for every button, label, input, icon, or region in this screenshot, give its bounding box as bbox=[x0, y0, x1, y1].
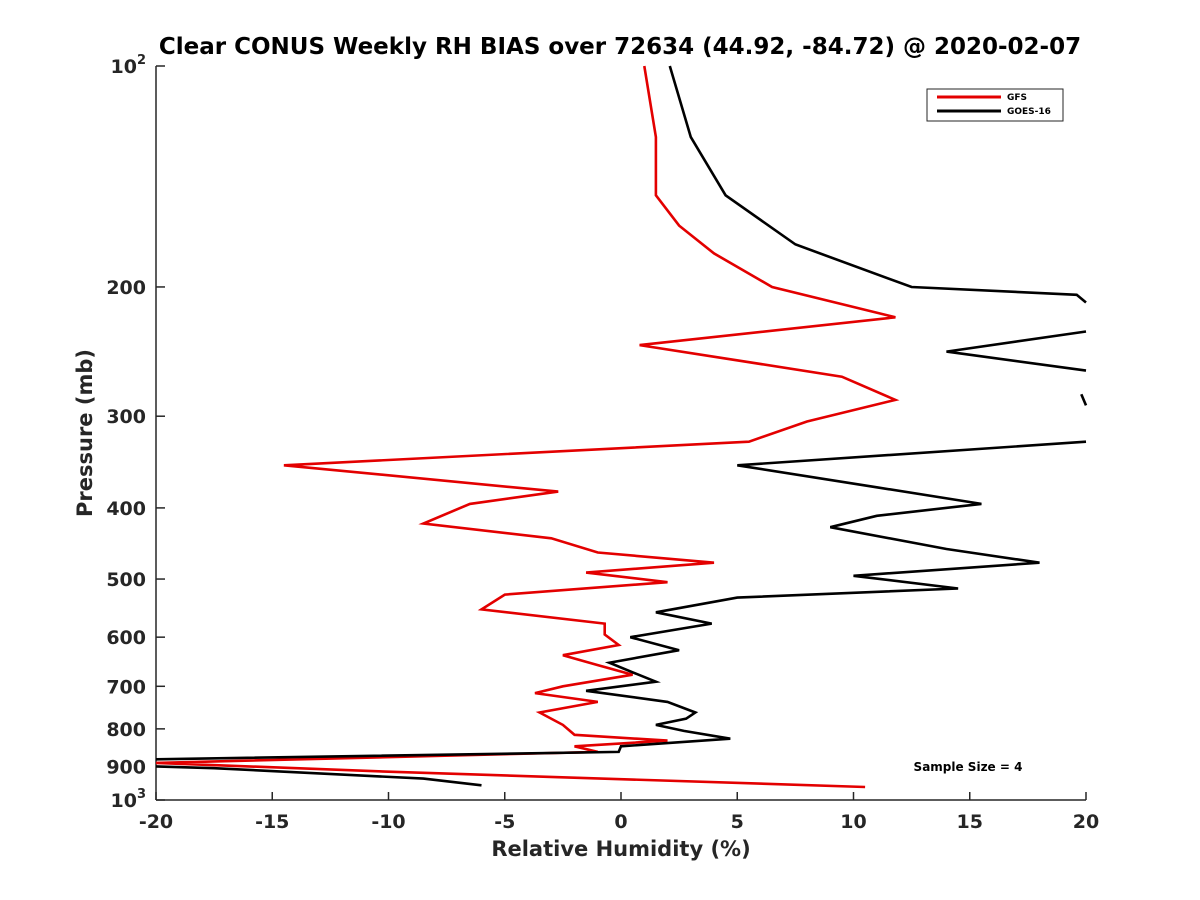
y-tick-label: 300 bbox=[106, 406, 146, 428]
y-tick-label: 700 bbox=[106, 676, 146, 698]
series-layer bbox=[155, 65, 1088, 789]
x-tick-label: 10 bbox=[840, 811, 866, 833]
y-tick-label: 102 bbox=[111, 53, 147, 78]
x-tick-label: 5 bbox=[731, 811, 744, 833]
series-line-goes16-segment-1 bbox=[668, 65, 1087, 304]
series-line-goes16-segment-2 bbox=[946, 330, 1087, 372]
y-tick-label: 900 bbox=[106, 756, 146, 778]
y-tick-label: 600 bbox=[106, 627, 146, 649]
y-tick-label-base: 10 bbox=[111, 790, 137, 812]
x-tick-label: -10 bbox=[371, 811, 405, 833]
y-tick-label: 800 bbox=[106, 719, 146, 741]
x-tick-label: 15 bbox=[957, 811, 983, 833]
legend-label-gfs: GFS bbox=[1007, 93, 1027, 103]
sample-size-annotation: Sample Size = 4 bbox=[914, 760, 1023, 774]
plot-area bbox=[155, 66, 1086, 801]
series-line-goes16-segment-4 bbox=[155, 440, 1087, 761]
y-axis-label: Pressure (mb) bbox=[73, 349, 97, 517]
x-tick-label: 0 bbox=[614, 811, 627, 833]
y-tick-label-exponent: 2 bbox=[137, 53, 146, 68]
x-ticks: -20 -15 -10 -5 0 5 10 15 20 bbox=[139, 792, 1099, 833]
y-tick-label: 400 bbox=[106, 498, 146, 520]
series-line-goes16-segment-3 bbox=[1080, 393, 1088, 406]
x-tick-label: -15 bbox=[255, 811, 289, 833]
x-tick-label: 20 bbox=[1073, 811, 1099, 833]
series-line-goes16-segment-5 bbox=[155, 765, 482, 787]
legend: GFS GOES-16 bbox=[926, 88, 1064, 122]
chart-title: Clear CONUS Weekly RH BIAS over 72634 (4… bbox=[159, 34, 1081, 60]
y-tick-label-base: 10 bbox=[111, 56, 137, 78]
y-tick-label: 500 bbox=[106, 569, 146, 591]
x-tick-label: -20 bbox=[139, 811, 173, 833]
legend-box bbox=[926, 88, 1064, 122]
legend-label-goes16: GOES-16 bbox=[1007, 107, 1051, 117]
y-tick-label: 103 bbox=[111, 787, 147, 812]
series-line-gfs bbox=[155, 65, 900, 789]
y-tick-label-exponent: 3 bbox=[137, 787, 146, 802]
x-axis-label: Relative Humidity (%) bbox=[491, 837, 750, 861]
y-tick-label: 200 bbox=[106, 277, 146, 299]
x-tick-label: -5 bbox=[494, 811, 515, 833]
axes-background bbox=[156, 66, 1086, 800]
